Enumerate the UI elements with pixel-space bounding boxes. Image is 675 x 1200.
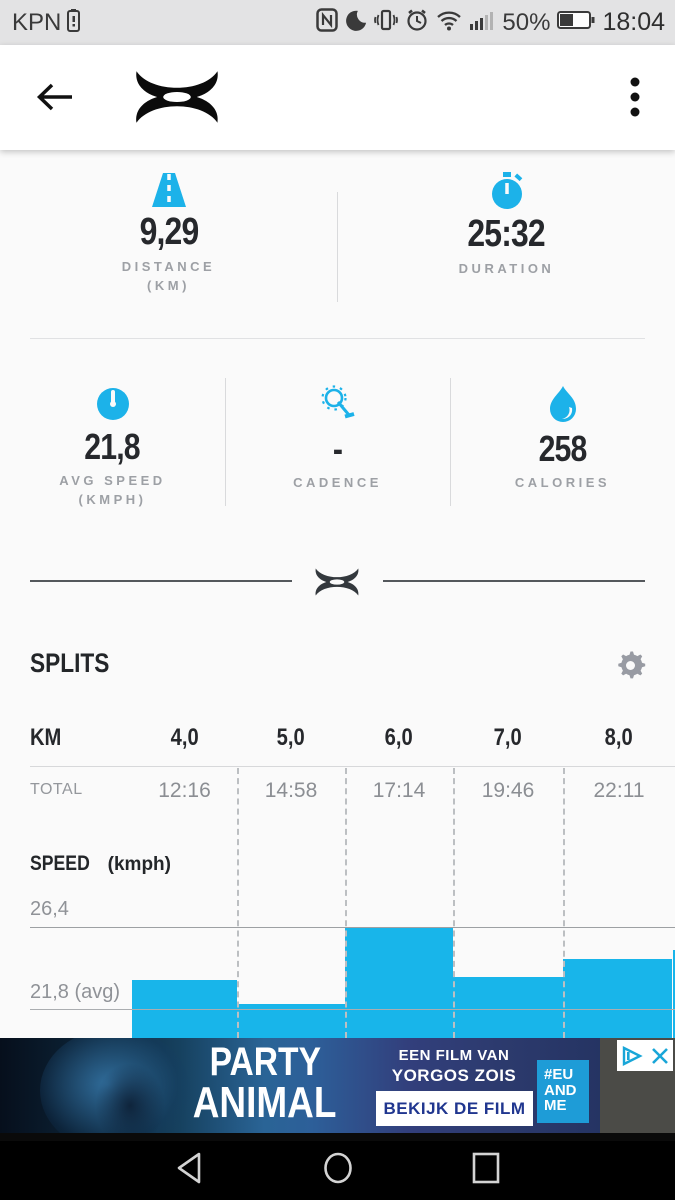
battery-percent-label: 50% (502, 8, 551, 36)
nav-home-icon (323, 1152, 352, 1184)
stat-divider-vertical (337, 192, 338, 302)
km-header-3: 6,0 (384, 724, 414, 751)
speed-chart-title: SPEED (kmph) (30, 852, 171, 875)
signal-icon (469, 8, 495, 37)
column-separator (563, 768, 565, 1038)
km-header-1: 4,0 (170, 724, 199, 751)
splits-settings-button[interactable] (615, 650, 649, 689)
km-header-5: 8,0 (604, 724, 634, 751)
table-header-rule (30, 766, 675, 767)
back-button[interactable] (34, 77, 76, 122)
stopwatch-icon (338, 172, 675, 215)
gear-icon (618, 651, 646, 679)
distance-value: 9,29 (139, 211, 199, 253)
overflow-menu-icon (630, 77, 640, 117)
stats-divider-horizontal (30, 338, 645, 339)
nav-home-button[interactable] (320, 1149, 356, 1192)
stat-divider-vertical (225, 378, 226, 506)
speedometer-icon (0, 385, 225, 428)
total-value-2: 14:58 (264, 779, 318, 802)
total-value-4: 19:46 (481, 779, 535, 802)
ad-bottom-strip (0, 1133, 675, 1141)
ad-cta-button[interactable]: BEKIJK DE FILM (376, 1091, 533, 1126)
ua-divider-line-left (30, 580, 292, 582)
ad-banner[interactable]: PARTY ANIMAL EEN FILM VAN YORGOS ZOIS BE… (0, 1038, 675, 1141)
adchoices-control[interactable] (617, 1040, 673, 1071)
stat-cadence: - CADENCE (225, 385, 450, 492)
flame-icon (450, 385, 675, 430)
vibrate-icon (374, 8, 399, 37)
speed-bar-partial-next (673, 950, 675, 1038)
clock-label: 18:04 (602, 8, 665, 36)
distance-label: DISTANCE (KM) (121, 259, 216, 293)
total-value-5: 22:11 (593, 779, 645, 802)
nav-recents-icon (472, 1152, 499, 1184)
column-separator (345, 768, 347, 1038)
total-value-1: 12:16 (158, 779, 211, 802)
splits-title: SPLITS (30, 648, 110, 678)
speed-bar-6,0 (345, 927, 453, 1038)
avg-speed-label: AVG SPEED (KMPH) (59, 473, 166, 507)
ua-divider-line-right (383, 580, 645, 582)
android-nav-bar (0, 1141, 675, 1200)
cadence-label: CADENCE (293, 475, 382, 490)
under-armour-logo-small (312, 567, 362, 602)
battery-icon (557, 8, 595, 37)
ad-face-shadow (95, 1063, 165, 1141)
alarm-icon (405, 8, 429, 37)
speed-bar-8,0 (563, 959, 672, 1038)
nav-back-icon (177, 1152, 200, 1184)
stat-avg-speed: 21,8 AVG SPEED (KMPH) (0, 385, 225, 509)
status-bar: KPN 50% (0, 0, 675, 45)
km-header-2: 5,0 (276, 724, 306, 751)
total-row-label: TOTAL (30, 781, 83, 798)
overflow-menu-button[interactable] (629, 75, 641, 124)
ad-eu-badge: #EU AND ME (537, 1060, 589, 1123)
duration-value: 25:32 (467, 213, 546, 255)
duration-label: DURATION (458, 261, 555, 276)
column-separator (237, 768, 239, 1038)
carrier-label: KPN (12, 8, 62, 36)
stat-duration: 25:32 DURATION (338, 172, 675, 278)
cadence-icon (225, 385, 450, 430)
app-bar (0, 45, 675, 150)
stat-calories: 258 CALORIES (450, 385, 675, 492)
gridline-label: 26,4 (30, 898, 69, 920)
ad-subtitle: EEN FILM VAN YORGOS ZOIS (391, 1047, 517, 1085)
stat-distance: 9,29 DISTANCE (KM) (0, 172, 337, 295)
nav-recents-button[interactable] (468, 1149, 504, 1192)
wifi-icon (436, 8, 462, 37)
gridline-avg (30, 1009, 675, 1010)
gridline-26-4 (30, 927, 675, 928)
km-header-4: 7,0 (493, 724, 523, 751)
nav-back-button[interactable] (172, 1149, 208, 1192)
avg-speed-value: 21,8 (84, 426, 141, 467)
km-column-label: KM (30, 724, 62, 751)
road-icon (0, 172, 337, 213)
adchoices-icon[interactable] (621, 1045, 643, 1066)
calories-value: 258 (538, 428, 588, 469)
speed-bar-7,0 (453, 976, 563, 1038)
cadence-value: - (332, 428, 343, 469)
ad-title: PARTY ANIMAL (193, 1040, 337, 1127)
under-armour-logo (131, 68, 223, 131)
total-value-3: 17:14 (372, 779, 426, 802)
calories-label: CALORIES (514, 475, 611, 490)
do-not-disturb-moon-icon (345, 8, 367, 37)
column-separator (453, 768, 455, 1038)
avg-label: 21,8 (avg) (30, 981, 121, 1003)
stat-divider-vertical (450, 378, 451, 506)
ad-close-icon[interactable] (651, 1047, 669, 1065)
back-arrow-icon (36, 83, 72, 111)
nfc-icon (316, 8, 339, 37)
sim-battery-icon (67, 8, 81, 37)
